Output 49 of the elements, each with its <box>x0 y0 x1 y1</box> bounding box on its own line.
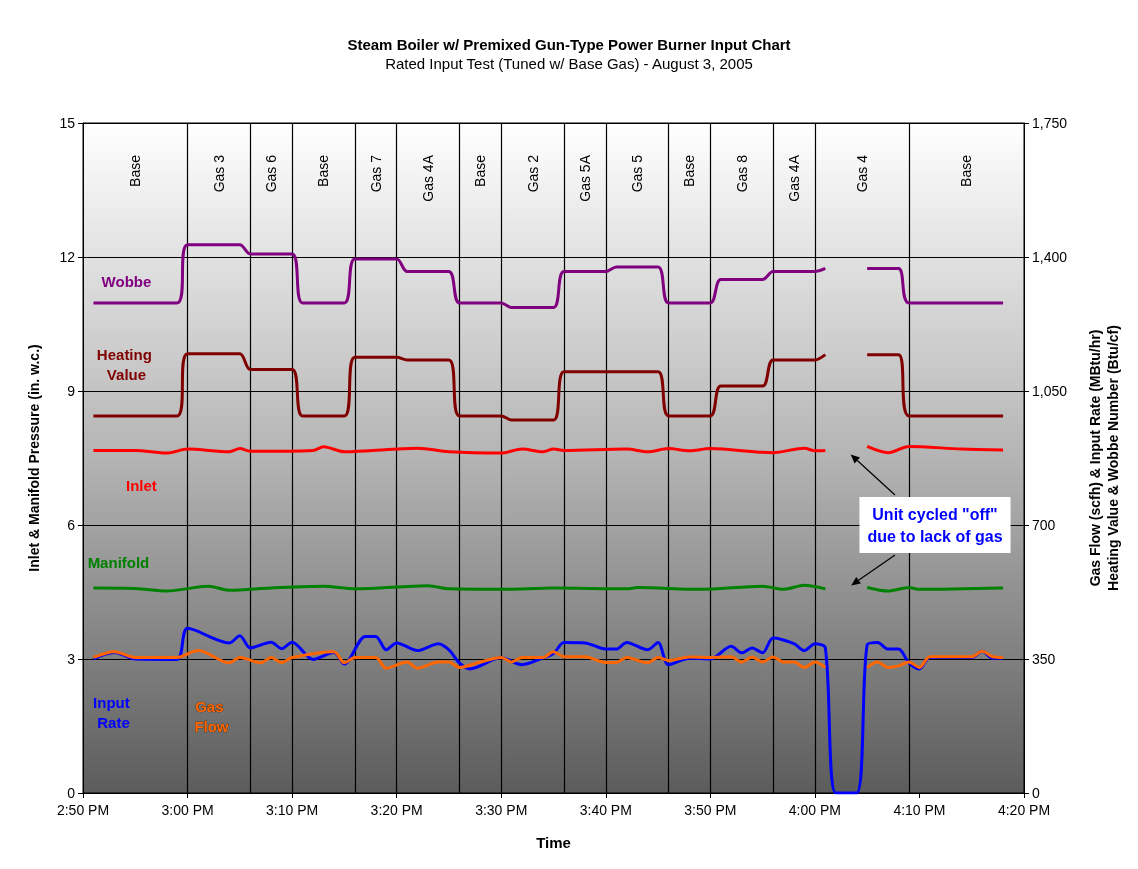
annotation: Gas 5A <box>576 154 593 202</box>
y-tick-label: 9 <box>67 383 76 399</box>
series-label: Wobbe <box>101 273 152 291</box>
annotation: Gas 3 <box>210 154 227 193</box>
annotation: Gas 4A <box>785 154 802 202</box>
annotation: Gas 6 <box>263 154 280 193</box>
annotation: Gas 4A <box>420 154 437 202</box>
y2-tick-label: 1,750 <box>1032 115 1068 131</box>
x-tick-label: 3:40 PM <box>579 802 632 818</box>
y2-tick-label: 350 <box>1032 651 1056 667</box>
y-tick-label: 0 <box>67 785 76 801</box>
x-tick-label: 4:20 PM <box>997 802 1051 818</box>
annotation: Gas 5 <box>629 154 646 193</box>
y2-tick-label: 1,050 <box>1032 383 1068 399</box>
text: Input Rate <box>93 693 134 731</box>
y2-tick-label: 0 <box>1032 785 1040 801</box>
annotation: Base <box>681 154 698 187</box>
x-tick-label: 3:50 PM <box>684 802 737 818</box>
annotation: Base <box>127 154 144 187</box>
y-tick-label: 3 <box>67 651 76 667</box>
annotation: Base <box>472 154 489 187</box>
annotation: Base <box>958 154 975 187</box>
chart-subtitle: Rated Input Test (Tuned w/ Base Gas) - August 3, 2005 <box>385 55 753 72</box>
x-tick-label: 3:30 PM <box>475 802 528 818</box>
annotation: Gas 8 <box>733 154 750 193</box>
text: Heating Value <box>96 346 157 384</box>
x-tick-label: 4:00 PM <box>788 802 841 818</box>
y-axis-title: Inlet & Manifold Pressure (in. w.c.) <box>26 344 42 572</box>
chart-title: Steam Boiler w/ Premixed Gun-Type Power Burner Input Chart <box>347 36 791 53</box>
annotation: Unit cycled "off" due to lack of gas <box>867 505 1003 545</box>
y-tick-label: 12 <box>59 249 76 265</box>
x-tick-label: 4:10 PM <box>893 802 946 818</box>
text: Gas Flow <box>194 697 229 735</box>
x-tick-label: 3:20 PM <box>370 802 423 818</box>
series-label: Inlet <box>126 476 157 494</box>
x-tick-label: 3:00 PM <box>161 802 214 818</box>
series-label: Manifold <box>87 554 150 572</box>
annotation: Base <box>315 154 332 187</box>
y-tick-label: 15 <box>59 115 76 131</box>
annotation: Gas 4 <box>853 154 870 193</box>
x-tick-label: 2:50 PM <box>56 802 110 818</box>
y2-axis-title: Gas Flow (scfh) & Input Rate (MBtu/hr) Heating Value & Wobbe Number (Btu/cf) <box>1087 325 1121 591</box>
y2-tick-label: 1,400 <box>1032 249 1068 265</box>
annotation: Gas 2 <box>524 154 541 193</box>
y-tick-label: 6 <box>67 517 76 533</box>
annotation: Gas 7 <box>367 154 384 193</box>
x-tick-label: 3:10 PM <box>266 802 319 818</box>
y2-tick-label: 700 <box>1032 517 1056 533</box>
x-axis-title: Time <box>536 834 571 851</box>
